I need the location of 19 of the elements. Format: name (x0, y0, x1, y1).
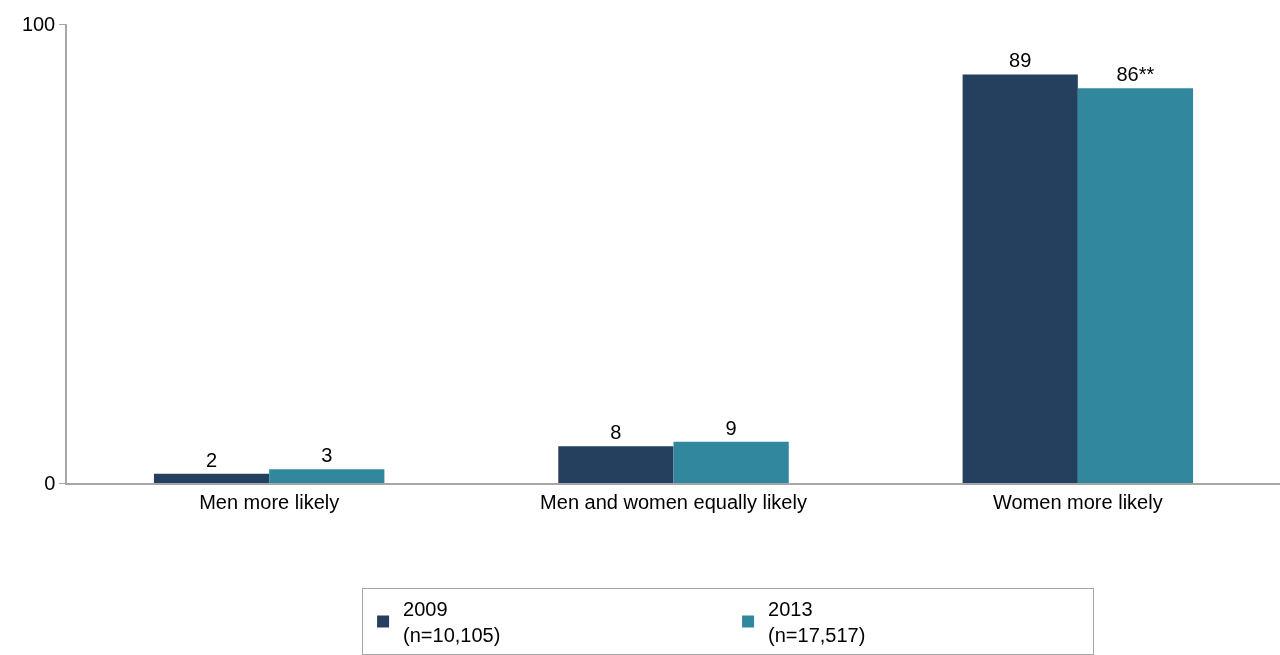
legend-label: 2009 (n=10,105) (403, 598, 501, 647)
bar (153, 473, 270, 483)
x-tick-label: Men more likely (199, 490, 340, 513)
bar (962, 74, 1078, 483)
bar (1077, 88, 1194, 483)
data-label: 89 (1009, 49, 1032, 72)
data-label: 9 (725, 416, 737, 439)
data-label: 86** (1116, 63, 1155, 86)
bar (269, 469, 385, 483)
x-tick-label: Women more likely (992, 490, 1163, 513)
y-tick-label: 0 (44, 472, 56, 494)
y-tick-label: 100 (21, 13, 56, 35)
data-label: 2 (205, 448, 218, 471)
bar (673, 441, 789, 483)
data-label: 8 (610, 421, 622, 444)
legend-label: 2013 (n=17,517) (768, 598, 866, 647)
bar (558, 446, 674, 483)
x-tick-label: Men and women equally likely (540, 490, 807, 513)
data-label: 3 (321, 444, 333, 467)
